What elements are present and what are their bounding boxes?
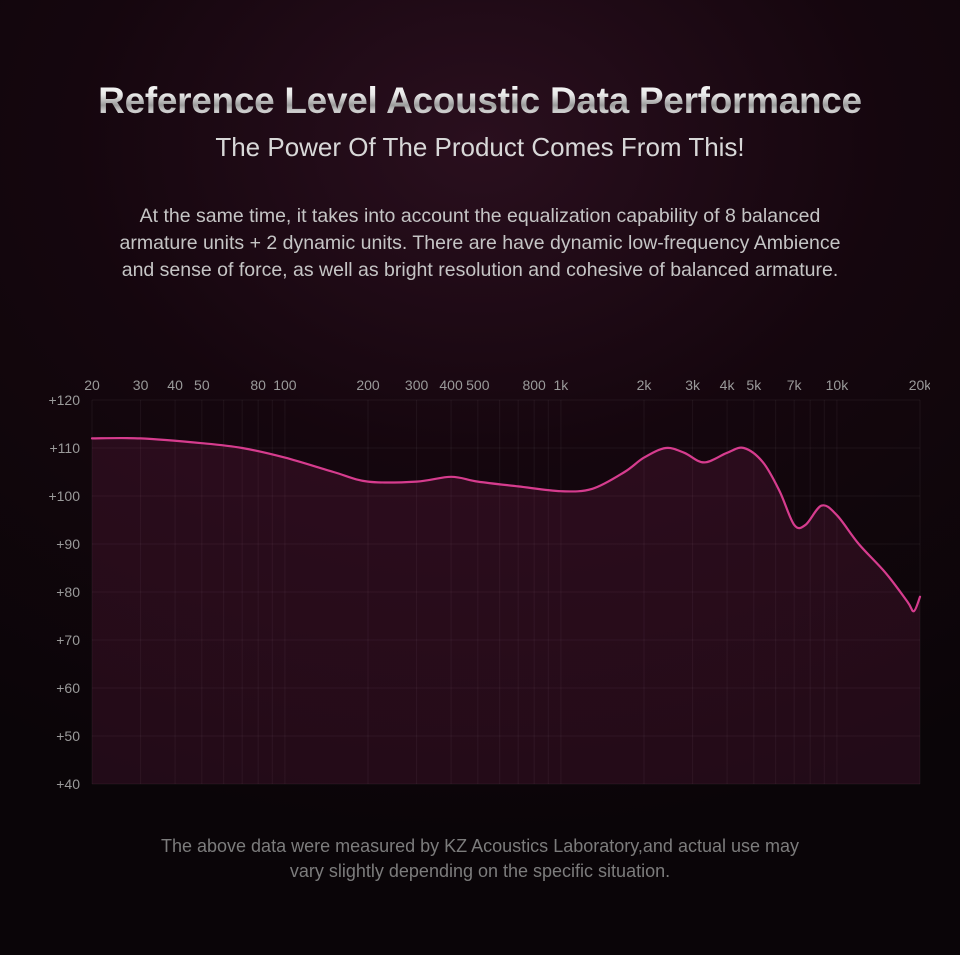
svg-text:10k: 10k — [826, 377, 850, 393]
intro-paragraph: At the same time, it takes into account … — [80, 203, 880, 284]
chart-svg: 20 30 40 50 80 100 200 300 400500 800 1k 2k 3k 4k 5k 7k… — [30, 374, 930, 794]
svg-text:50: 50 — [194, 377, 210, 393]
svg-text:100: 100 — [273, 377, 297, 393]
svg-text:4k: 4k — [720, 377, 736, 393]
page-subtitle: The Power Of The Product Comes From This… — [0, 132, 960, 163]
svg-text:+100: +100 — [48, 488, 80, 504]
svg-text:3k: 3k — [685, 377, 701, 393]
svg-text:200: 200 — [356, 377, 380, 393]
page-root: Reference Level Acoustic Data Performanc… — [0, 0, 960, 955]
svg-text:500: 500 — [466, 377, 490, 393]
svg-text:+120: +120 — [48, 392, 80, 408]
svg-text:+70: +70 — [56, 632, 80, 648]
svg-text:5k: 5k — [746, 377, 762, 393]
frequency-response-chart: 20 30 40 50 80 100 200 300 400500 800 1k 2k 3k 4k 5k 7k… — [30, 374, 930, 794]
svg-text:40: 40 — [167, 377, 183, 393]
svg-text:300: 300 — [405, 377, 429, 393]
svg-text:2k: 2k — [637, 377, 653, 393]
svg-text:+40: +40 — [56, 776, 80, 792]
svg-text:1k: 1k — [554, 377, 570, 393]
svg-text:800: 800 — [522, 377, 546, 393]
svg-text:+90: +90 — [56, 536, 80, 552]
svg-text:+50: +50 — [56, 728, 80, 744]
chart-footnote: The above data were measured by KZ Acous… — [160, 834, 800, 884]
page-title: Reference Level Acoustic Data Performanc… — [0, 80, 960, 122]
svg-text:400: 400 — [439, 377, 463, 393]
svg-text:20: 20 — [84, 377, 100, 393]
svg-text:30: 30 — [133, 377, 149, 393]
svg-text:+110: +110 — [50, 440, 81, 456]
svg-text:+60: +60 — [56, 680, 80, 696]
svg-text:20k: 20k — [909, 377, 930, 393]
svg-text:7k: 7k — [787, 377, 803, 393]
svg-text:+80: +80 — [56, 584, 80, 600]
svg-text:80: 80 — [250, 377, 266, 393]
